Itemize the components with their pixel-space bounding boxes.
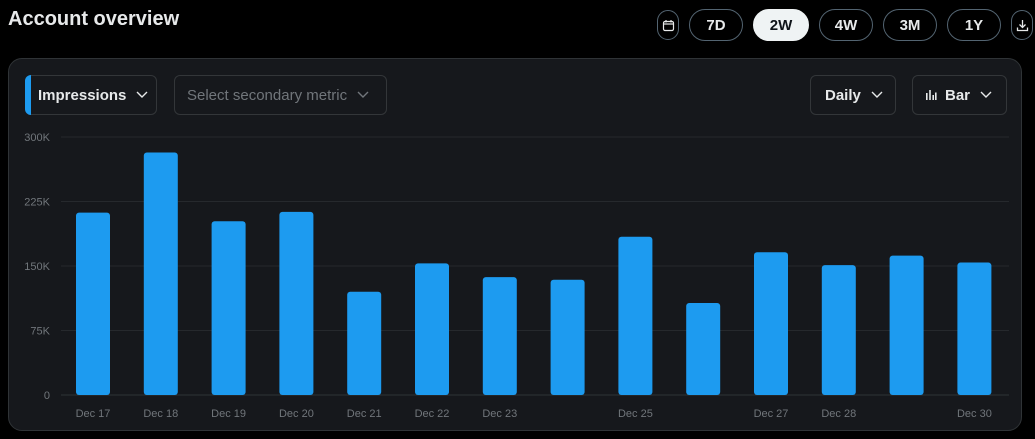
bar-dec-28[interactable] bbox=[821, 265, 856, 395]
range-4w-button[interactable]: 4W bbox=[819, 9, 873, 41]
bar-dec-29[interactable] bbox=[889, 255, 924, 395]
impressions-bar-chart: 0 75K 150K 225K 300K Dec 17 Dec 18 Dec 19 Dec 2… bbox=[24, 132, 1009, 420]
x-tick-label: Dec 30 bbox=[957, 408, 992, 420]
page-title: Account overview bbox=[8, 8, 180, 30]
x-tick-label: Dec 21 bbox=[347, 408, 382, 420]
bar-dec-23[interactable] bbox=[482, 277, 517, 395]
primary-metric-label: Impressions bbox=[38, 86, 127, 104]
primary-metric-select[interactable]: Impressions bbox=[25, 75, 157, 115]
chart-type-select[interactable]: Bar bbox=[912, 75, 1007, 115]
y-tick-label: 225K bbox=[24, 197, 50, 209]
bar-dec-25[interactable] bbox=[618, 236, 653, 395]
x-tick-label: Dec 27 bbox=[754, 408, 789, 420]
range-3m-button[interactable]: 3M bbox=[883, 9, 937, 41]
download-button[interactable] bbox=[1011, 10, 1033, 40]
bar-dec-17[interactable] bbox=[76, 212, 110, 395]
bar-chart-icon bbox=[926, 90, 937, 100]
calendar-icon bbox=[662, 19, 674, 31]
date-range-selector: 7D 2W 4W 3M 1Y bbox=[657, 9, 1033, 41]
bar-dec-22[interactable] bbox=[415, 263, 449, 395]
secondary-metric-placeholder: Select secondary metric bbox=[187, 86, 348, 104]
y-tick-label: 150K bbox=[24, 261, 50, 273]
frequency-label: Daily bbox=[825, 86, 861, 104]
bar-dec-21[interactable] bbox=[347, 291, 382, 395]
x-tick-label: Dec 20 bbox=[279, 408, 314, 420]
bar-dec-20[interactable] bbox=[279, 211, 314, 395]
chevron-down-icon bbox=[980, 91, 992, 99]
chevron-down-icon bbox=[871, 91, 883, 99]
x-tick-label: Dec 23 bbox=[482, 408, 517, 420]
range-7d-button[interactable]: 7D bbox=[689, 9, 743, 41]
y-tick-label: 300K bbox=[24, 132, 50, 144]
chart-panel: Impressions Select secondary metric Dail… bbox=[8, 58, 1022, 431]
x-tick-label: Dec 18 bbox=[143, 408, 178, 420]
y-tick-label: 0 bbox=[44, 390, 50, 402]
download-icon bbox=[1016, 19, 1028, 31]
x-tick-label: Dec 25 bbox=[618, 408, 653, 420]
x-tick-label: Dec 22 bbox=[415, 408, 450, 420]
range-2w-button[interactable]: 2W bbox=[753, 9, 809, 41]
bar-dec-19[interactable] bbox=[211, 221, 246, 395]
bar-dec-30[interactable] bbox=[957, 262, 992, 395]
chart-type-label: Bar bbox=[945, 86, 971, 104]
secondary-metric-select[interactable]: Select secondary metric bbox=[174, 75, 387, 115]
bar-dec-26[interactable] bbox=[686, 302, 721, 395]
bar-dec-27[interactable] bbox=[754, 252, 788, 395]
y-tick-label: 75K bbox=[30, 326, 50, 338]
x-tick-label: Dec 19 bbox=[211, 408, 246, 420]
x-tick-label: Dec 17 bbox=[76, 408, 111, 420]
x-tick-label: Dec 28 bbox=[821, 408, 856, 420]
bar-dec-18[interactable] bbox=[143, 152, 178, 395]
frequency-select[interactable]: Daily bbox=[810, 75, 896, 115]
range-1y-button[interactable]: 1Y bbox=[947, 9, 1001, 41]
chevron-down-icon bbox=[136, 91, 148, 99]
calendar-button[interactable] bbox=[657, 10, 679, 40]
bar-dec-24[interactable] bbox=[550, 279, 585, 395]
chevron-down-icon bbox=[357, 91, 369, 99]
